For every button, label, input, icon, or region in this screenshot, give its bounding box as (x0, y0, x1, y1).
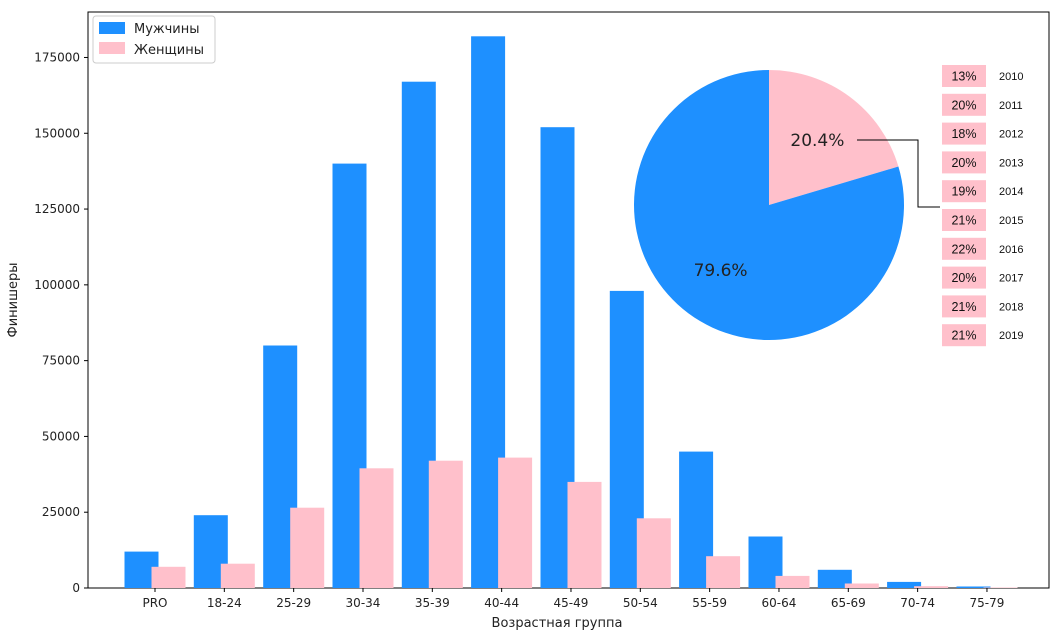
year-share-pct: 21% (951, 329, 976, 343)
x-tick-label: 40-44 (484, 596, 519, 610)
bar-women-50-54 (636, 518, 671, 588)
year-share-year: 2014 (999, 186, 1023, 198)
y-tick-label: 100000 (34, 278, 80, 292)
year-share-badge (942, 65, 986, 87)
year-share-pct: 22% (951, 242, 976, 256)
x-tick-label: PRO (142, 596, 167, 610)
pie-label-men: 79.6% (694, 261, 748, 281)
year-share-badge (942, 122, 986, 145)
legend-swatch-men (99, 22, 125, 34)
y-tick-label: 75000 (42, 354, 80, 368)
x-tick-label: 75-79 (970, 596, 1005, 610)
legend-swatch-women (99, 42, 125, 54)
year-share-badge (942, 180, 986, 203)
year-share-pct: 13% (951, 70, 976, 84)
y-tick-label: 0 (72, 581, 80, 595)
year-share-badge (942, 295, 986, 318)
x-tick-label: 55-59 (692, 596, 727, 610)
pie-to-list-connector (857, 139, 940, 208)
x-tick-label: 30-34 (346, 596, 381, 610)
y-tick-label: 125000 (34, 202, 80, 216)
year-share-badge (942, 93, 986, 116)
year-share-badge (942, 151, 986, 174)
x-axis-label: Возрастная группа (492, 616, 623, 631)
x-tick-label: 60-64 (762, 596, 797, 610)
yearly-share-list: 13% 2010 20% 2011 18% 2012 20% 2013 19% 2014 21% 20… (942, 65, 1023, 347)
y-tick-label: 25000 (42, 505, 80, 519)
x-tick-label: 70-74 (900, 596, 935, 610)
bar-women-40-44 (498, 457, 533, 588)
legend-label-women: Женщины (134, 43, 204, 58)
bar-women-45-49 (567, 481, 602, 588)
x-tick-label: 50-54 (623, 596, 658, 610)
bar-men-65-69 (817, 569, 852, 588)
bar-women-35-39 (428, 460, 463, 588)
year-share-pct: 19% (951, 185, 976, 199)
year-share-pct: 21% (951, 300, 976, 314)
year-share-badge (942, 209, 986, 231)
x-axis: PRO 18-24 25-29 30-34 35-39 40-44 45-49 50-54 55… (142, 588, 1004, 610)
year-share-year: 2019 (999, 330, 1023, 342)
y-tick-label: 175000 (34, 50, 80, 64)
inset-pie-chart: 20.4% 79.6% (634, 70, 940, 340)
pie-label-women: 20.4% (790, 131, 844, 151)
year-share-year: 2012 (999, 129, 1023, 141)
bar-women-65-69 (844, 583, 879, 588)
year-share-pct: 20% (951, 271, 976, 285)
year-share-year: 2010 (999, 71, 1023, 83)
x-tick-label: 65-69 (831, 596, 866, 610)
y-axis-label: Финишеры (6, 263, 21, 338)
legend: Мужчины Женщины (92, 15, 216, 64)
y-tick-label: 150000 (34, 126, 80, 140)
y-axis: 0 25000 50000 75000 100000 125000 150000 175000 (34, 50, 88, 595)
bars-layer (124, 36, 1018, 589)
pie-slice-women (769, 70, 899, 205)
bar-women-70-74 (914, 586, 949, 588)
year-share-badge (942, 266, 986, 289)
year-share-pct: 20% (951, 156, 976, 170)
x-tick-label: 18-24 (207, 596, 242, 610)
year-share-badge (942, 324, 986, 347)
year-share-pct: 20% (951, 98, 976, 112)
bar-men-75-79 (956, 586, 991, 588)
bar-women-25-29 (290, 507, 325, 588)
year-share-year: 2013 (999, 157, 1023, 169)
year-share-year: 2017 (999, 273, 1023, 285)
x-tick-label: 35-39 (415, 596, 450, 610)
year-share-pct: 18% (951, 127, 976, 141)
bar-men-70-74 (887, 581, 922, 588)
year-share-year: 2018 (999, 301, 1023, 313)
x-tick-label: 25-29 (276, 596, 311, 610)
pie-slice-men (634, 70, 905, 340)
year-share-year: 2011 (999, 100, 1023, 112)
year-share-year: 2015 (999, 215, 1023, 227)
bar-women-75-79 (983, 587, 1018, 588)
bar-women-55-59 (706, 556, 741, 588)
bar-women-60-64 (775, 575, 810, 588)
bar-women-PRO (151, 566, 186, 588)
y-tick-label: 50000 (42, 429, 80, 443)
year-share-badge (942, 237, 986, 260)
bar-women-30-34 (359, 468, 394, 588)
year-share-year: 2016 (999, 244, 1023, 256)
legend-label-men: Мужчины (134, 22, 200, 37)
x-tick-label: 45-49 (554, 596, 589, 610)
bar-women-18-24 (220, 563, 255, 588)
year-share-pct: 21% (951, 214, 976, 228)
